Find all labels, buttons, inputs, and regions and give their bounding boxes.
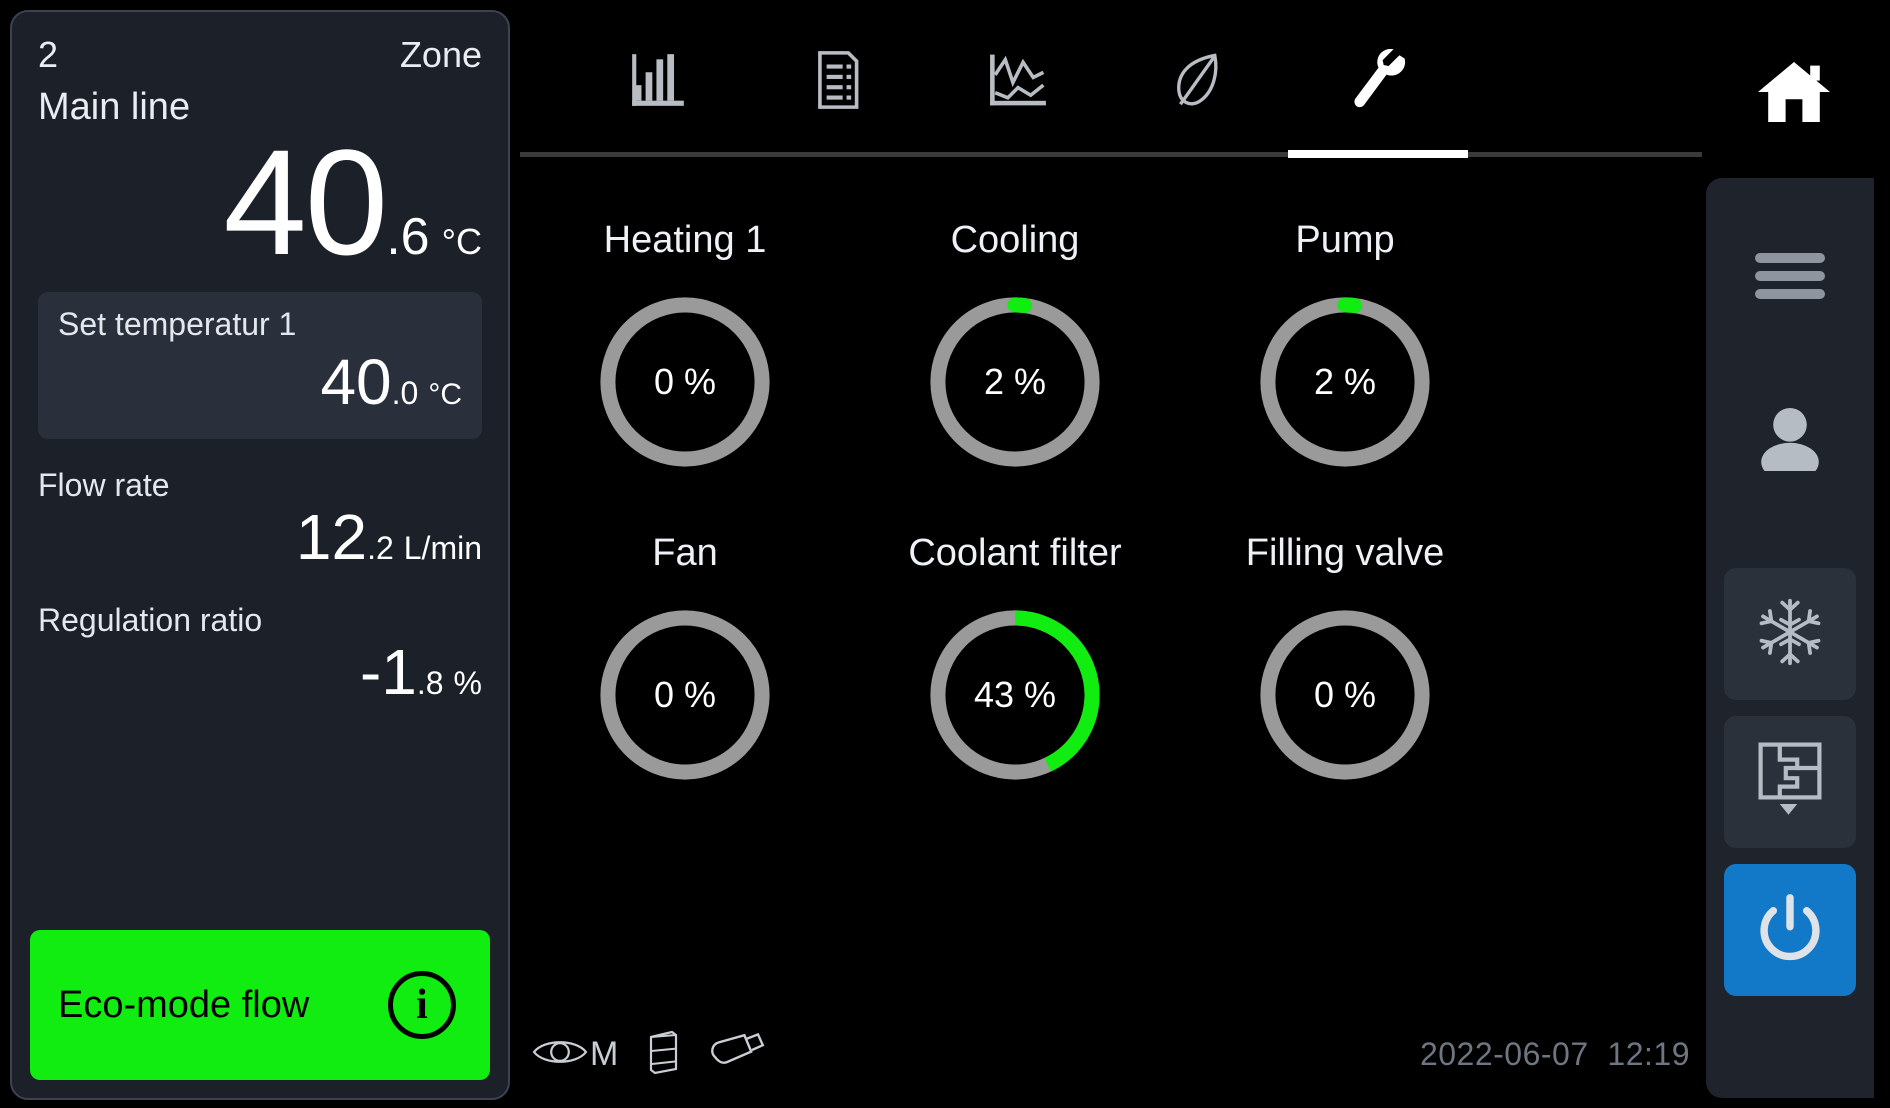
bar-chart-icon (627, 49, 689, 111)
main-temp-decimal: .6 (386, 208, 430, 266)
tab-protocol[interactable] (748, 10, 928, 150)
observer-mode-indicator: M (532, 1035, 618, 1074)
gauge-heating-1[interactable]: Heating 1 0 % (520, 219, 850, 476)
cooling-button[interactable] (1724, 568, 1856, 700)
leaf-icon (1167, 49, 1229, 111)
set-temperature-label: Set temperatur 1 (58, 305, 297, 342)
gauge-coolant-filter[interactable]: Coolant filter 43 % (850, 532, 1180, 789)
power-icon (1753, 891, 1827, 970)
gauge-title: Pump (1295, 219, 1395, 261)
zone-label: Zone (399, 34, 482, 75)
gauge-value: 0 % (1313, 674, 1377, 715)
gauge-cooling[interactable]: Cooling 2 % (850, 219, 1180, 476)
gauge-row-2: Fan 0 % Coolant filter (520, 532, 1700, 789)
gauge-filling-valve[interactable]: Filling valve 0 % (1180, 532, 1510, 789)
gauge-value: 43 % (973, 674, 1057, 715)
regulation-ratio-unit: % (453, 664, 482, 701)
flow-rate-label: Flow rate (38, 466, 170, 503)
gauge-value: 2 % (1313, 361, 1377, 402)
home-button[interactable] (1714, 18, 1874, 170)
user-icon (1754, 405, 1826, 481)
timestamp: 2022-06-07 12:19 (1419, 1035, 1690, 1072)
right-sidebar (1706, 10, 1882, 1100)
gauge-ring: 0 % (591, 288, 779, 476)
zones-button[interactable] (1724, 716, 1856, 848)
gauge-fan[interactable]: Fan 0 % (520, 532, 850, 789)
flow-rate-unit: L/min (403, 529, 482, 566)
gauge-ring: 0 % (1251, 601, 1439, 789)
main-content: Heating 1 0 % Cooling (520, 10, 1702, 1098)
eco-mode-banner[interactable]: Eco-mode flow i (30, 930, 490, 1080)
menu-button[interactable] (1724, 212, 1856, 344)
gauge-ring: 2 % (1251, 288, 1439, 476)
tab-active-underline (1288, 150, 1468, 158)
gauge-ring: 43 % (921, 601, 1109, 789)
tab-underline-track (520, 152, 1702, 157)
tab-eco[interactable] (1108, 10, 1288, 150)
set-temp-integer: 40 (320, 345, 392, 418)
eco-mode-label: Eco-mode flow (58, 983, 310, 1026)
gauge-row-spacer (520, 476, 1700, 532)
flow-rate-integer: 12 (295, 500, 368, 573)
filter-cartridge-icon (646, 1029, 680, 1080)
tab-service[interactable] (1288, 10, 1468, 150)
set-temp-unit: °C (428, 377, 462, 411)
flow-rate-decimal: .2 (367, 529, 394, 566)
status-icon-group: M (532, 1029, 766, 1080)
home-icon (1755, 56, 1833, 133)
user-button[interactable] (1724, 374, 1856, 506)
snowflake-icon (1754, 596, 1826, 673)
set-temp-decimal: .0 (391, 374, 419, 411)
wrench-icon (1347, 49, 1409, 111)
usb-stick-icon (708, 1032, 766, 1077)
gauge-value: 0 % (653, 361, 717, 402)
info-icon[interactable]: i (388, 971, 456, 1039)
power-button[interactable] (1724, 864, 1856, 996)
regulation-ratio-label: Regulation ratio (38, 601, 263, 638)
main-temp-unit: °C (441, 221, 482, 262)
document-list-icon (809, 49, 867, 111)
eye-icon (532, 1037, 588, 1072)
set-temperature-value: 40 .0 °C (58, 345, 462, 419)
gauge-ring: 2 % (921, 288, 1109, 476)
flow-rate-metric: Flow rate 12 .2 L/min (38, 467, 482, 574)
gauge-grid: Heating 1 0 % Cooling (520, 185, 1700, 789)
regulation-ratio-metric: Regulation ratio -1 .8 % (38, 602, 482, 709)
status-bar: M 2022-06-07 12:19 (520, 1024, 1700, 1084)
zones-layout-icon (1757, 741, 1823, 824)
gauge-title: Heating 1 (603, 219, 767, 261)
flow-rate-value: 12 .2 L/min (38, 500, 482, 574)
zone-number: 2 (38, 34, 59, 75)
gauge-title: Filling valve (1245, 532, 1445, 574)
regulation-ratio-decimal: .8 (416, 664, 444, 701)
mode-letter: M (590, 1034, 619, 1073)
gauge-value: 2 % (983, 361, 1047, 402)
tab-trend[interactable] (928, 10, 1108, 150)
line-name: Main line (38, 86, 191, 128)
line-chart-icon (985, 49, 1051, 111)
gauge-ring: 0 % (591, 601, 779, 789)
gauge-row-1: Heating 1 0 % Cooling (520, 219, 1700, 476)
sidebar-panel (1706, 178, 1874, 1098)
hamburger-menu-icon (1753, 249, 1827, 308)
set-temperature-card[interactable]: Set temperatur 1 40 .0 °C (38, 291, 482, 439)
regulation-ratio-integer: -1 (359, 635, 417, 708)
tab-bar (520, 10, 1702, 185)
main-temp-integer: 40 (223, 118, 388, 286)
zone-header: 2 Zone (38, 34, 482, 76)
main-temperature-value: 40 .6 °C (38, 118, 482, 286)
gauge-title: Cooling (950, 219, 1080, 261)
gauge-pump[interactable]: Pump 2 % (1180, 219, 1510, 476)
gauge-value: 0 % (653, 674, 717, 715)
gauge-title: Coolant filter (908, 532, 1122, 574)
gauge-title: Fan (652, 532, 718, 574)
zone-panel[interactable]: 2 Zone Main line 40 .6 °C Set temperatur… (10, 10, 510, 1100)
tab-statistics[interactable] (568, 10, 748, 150)
regulation-ratio-value: -1 .8 % (38, 635, 482, 709)
